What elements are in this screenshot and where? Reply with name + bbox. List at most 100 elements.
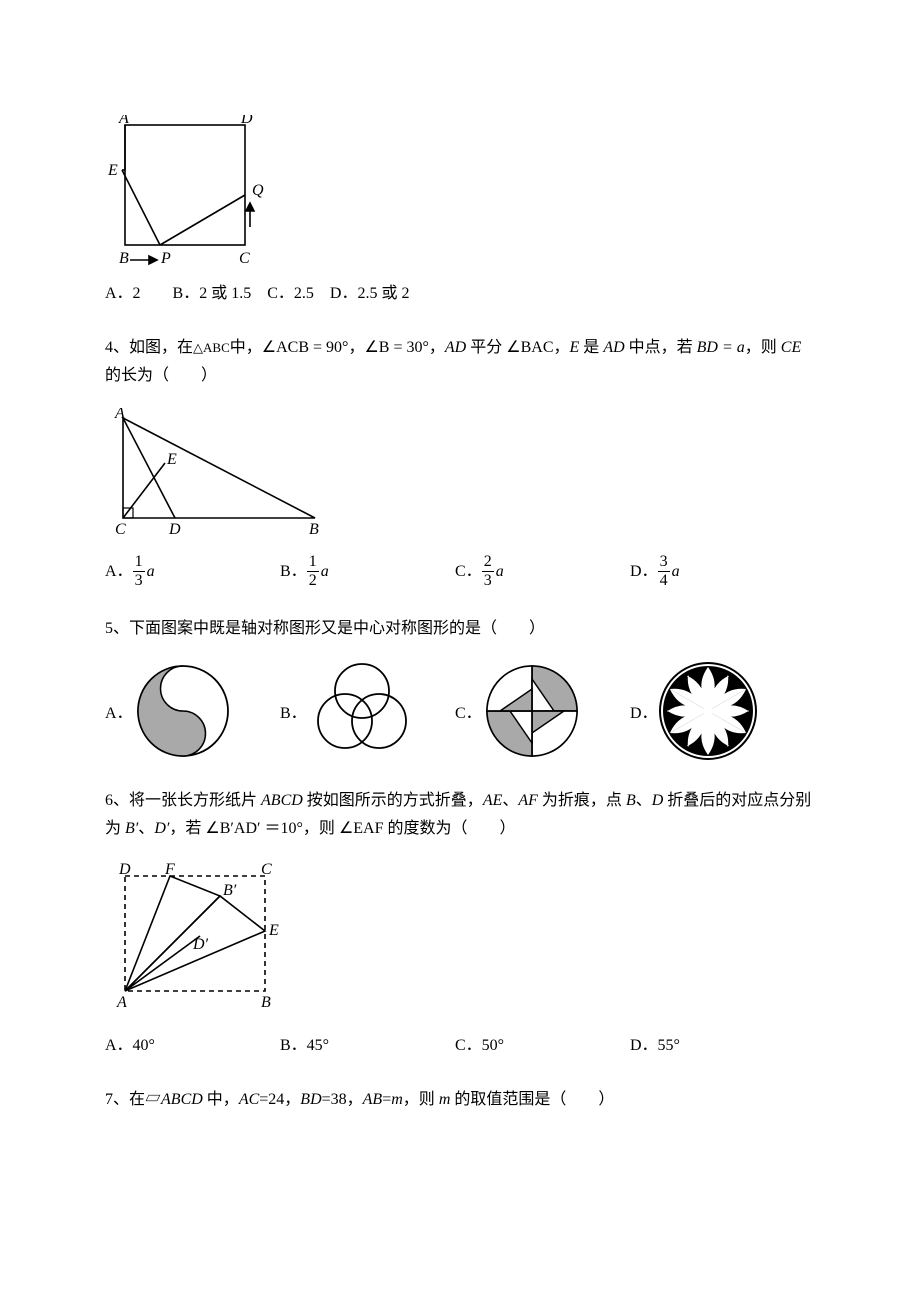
q6-opt-C: C．50° bbox=[455, 1032, 630, 1060]
q5-optA-icon bbox=[133, 661, 233, 761]
q7-p4: =38， bbox=[322, 1091, 363, 1108]
q4-optC-den: 3 bbox=[482, 572, 494, 589]
q4-p7: 是 bbox=[579, 339, 603, 356]
q4-optA-den: 3 bbox=[133, 572, 145, 589]
q7-p1: 7、在▱ bbox=[105, 1091, 161, 1108]
q7-p5: = bbox=[382, 1091, 391, 1108]
q4-opt-C: C． 23a bbox=[455, 554, 630, 589]
q7-p7: 的取值范围是（ ） bbox=[450, 1091, 614, 1108]
q6-p9: ，则 bbox=[303, 820, 339, 837]
q5-opt-D: D． bbox=[630, 661, 758, 761]
q4-bac: ∠BAC bbox=[506, 339, 553, 356]
q7-m2: m bbox=[439, 1091, 451, 1108]
q6-figure: D F C B′ D′ E A B bbox=[105, 861, 295, 1016]
q7-p2: 中， bbox=[203, 1091, 239, 1108]
q4-bd: BD = a bbox=[697, 339, 745, 356]
q4-optD-var: a bbox=[672, 558, 680, 586]
q6-opt-A: A．40° bbox=[105, 1032, 280, 1060]
q3-label-P: P bbox=[160, 250, 171, 267]
q6-p7: 、 bbox=[138, 820, 154, 837]
q3-figure: A D E Q B P C bbox=[105, 115, 275, 280]
q4-optC-frac: 23 bbox=[482, 554, 494, 589]
q6-p2: 按如图所示的方式折叠， bbox=[303, 792, 483, 809]
q4-label-C: C bbox=[115, 521, 126, 538]
q6-dp: D′ bbox=[154, 820, 169, 837]
q4-ang1: ∠ACB = 90° bbox=[262, 339, 349, 356]
q3-block: A D E Q B P C A．2 B．2 或 1.5 C．2.5 D．2.5 … bbox=[105, 115, 815, 308]
q6-p4: 为折痕，点 bbox=[538, 792, 626, 809]
q4-p6: ， bbox=[554, 339, 570, 356]
q5-block: 5、下面图案中既是轴对称图形又是中心对称图形的是（ ） A． B． bbox=[105, 615, 815, 761]
q6-ang: ∠B′AD′ ＝10° bbox=[205, 820, 303, 837]
q4-ad: AD bbox=[445, 339, 466, 356]
q5-opt-B: B． bbox=[280, 661, 455, 761]
q3-label-E: E bbox=[107, 162, 118, 179]
q6-label-Dp: D′ bbox=[192, 936, 209, 953]
q4-p4: ， bbox=[429, 339, 445, 356]
q6-p10: 的度数为（ ） bbox=[384, 820, 516, 837]
q4-p8: 中点，若 bbox=[625, 339, 697, 356]
q7-p6: ，则 bbox=[403, 1091, 439, 1108]
q5-optD-icon bbox=[658, 661, 758, 761]
q4-optA-num: 1 bbox=[133, 554, 145, 572]
q4-optA-var: a bbox=[147, 558, 155, 586]
q4-p3: ， bbox=[348, 339, 364, 356]
q7-ac: AC bbox=[239, 1091, 259, 1108]
q4-optB-label: B． bbox=[280, 558, 307, 586]
q4-opt-D: D． 34a bbox=[630, 554, 680, 589]
q6-bp: B′ bbox=[125, 820, 138, 837]
q3-label-C: C bbox=[239, 250, 250, 267]
q6-label-D: D bbox=[118, 861, 131, 878]
q4-p2: 中， bbox=[230, 339, 262, 356]
q4-ang2: ∠B = 30° bbox=[364, 339, 428, 356]
q6-label-B: B bbox=[261, 994, 271, 1011]
q6-opt-B: B．45° bbox=[280, 1032, 455, 1060]
q6-options: A．40° B．45° C．50° D．55° bbox=[105, 1032, 815, 1060]
q4-label-E: E bbox=[166, 451, 177, 468]
q7-p3: =24， bbox=[259, 1091, 300, 1108]
q6-stem: 6、将一张长方形纸片 ABCD 按如图所示的方式折叠，AE、AF 为折痕，点 B… bbox=[105, 787, 815, 843]
page: A D E Q B P C A．2 B．2 或 1.5 C．2.5 D．2.5 … bbox=[0, 0, 920, 1200]
q3-label-D: D bbox=[240, 115, 253, 127]
q7-ab: AB bbox=[363, 1091, 383, 1108]
q5-stem: 5、下面图案中既是轴对称图形又是中心对称图形的是（ ） bbox=[105, 615, 815, 643]
q4-optB-var: a bbox=[321, 558, 329, 586]
q4-ce: CE bbox=[781, 339, 801, 356]
q6-label-Bp: B′ bbox=[223, 882, 237, 899]
q4-opt-B: B． 12a bbox=[280, 554, 455, 589]
q6-label-F: F bbox=[164, 861, 175, 878]
q6-label-C: C bbox=[261, 861, 272, 878]
q3-options: A．2 B．2 或 1.5 C．2.5 D．2.5 或 2 bbox=[105, 280, 815, 308]
q4-optD-den: 4 bbox=[658, 572, 670, 589]
q4-optC-label: C． bbox=[455, 558, 482, 586]
q3-label-A: A bbox=[118, 115, 129, 127]
q6-ae: AE bbox=[483, 792, 503, 809]
q7-stem: 7、在▱ABCD 中，AC=24，BD=38，AB=m，则 m 的取值范围是（ … bbox=[105, 1086, 815, 1114]
q4-optC-num: 2 bbox=[482, 554, 494, 572]
q6-b: B bbox=[626, 792, 636, 809]
q6-label-A: A bbox=[116, 994, 127, 1011]
q5-optA-label: A． bbox=[105, 699, 133, 723]
q5-optC-label: C． bbox=[455, 699, 482, 723]
q7-m: m bbox=[391, 1091, 403, 1108]
q6-p1: 6、将一张长方形纸片 bbox=[105, 792, 261, 809]
q4-p10: 的长为（ ） bbox=[105, 367, 217, 384]
q6-d: D bbox=[652, 792, 664, 809]
q4-options: A． 13a B． 12a C． 23a D． 34a bbox=[105, 554, 815, 589]
q4-optA-frac: 13 bbox=[133, 554, 145, 589]
q6-p5: 、 bbox=[636, 792, 652, 809]
q6-abcd: ABCD bbox=[261, 792, 303, 809]
q5-optB-label: B． bbox=[280, 699, 307, 723]
q5-options: A． B． C． bbox=[105, 661, 815, 761]
q4-figure: A E C D B bbox=[105, 408, 335, 538]
q5-optB-icon bbox=[307, 661, 417, 761]
q4-optB-frac: 12 bbox=[307, 554, 319, 589]
q4-p5: 平分 bbox=[466, 339, 506, 356]
q6-eaf: ∠EAF bbox=[339, 820, 384, 837]
q5-optD-label: D． bbox=[630, 699, 658, 723]
q4-optB-den: 2 bbox=[307, 572, 319, 589]
q5-optC-icon bbox=[482, 661, 582, 761]
q4-p9: ，则 bbox=[745, 339, 781, 356]
q4-optC-var: a bbox=[496, 558, 504, 586]
q5-opt-A: A． bbox=[105, 661, 280, 761]
